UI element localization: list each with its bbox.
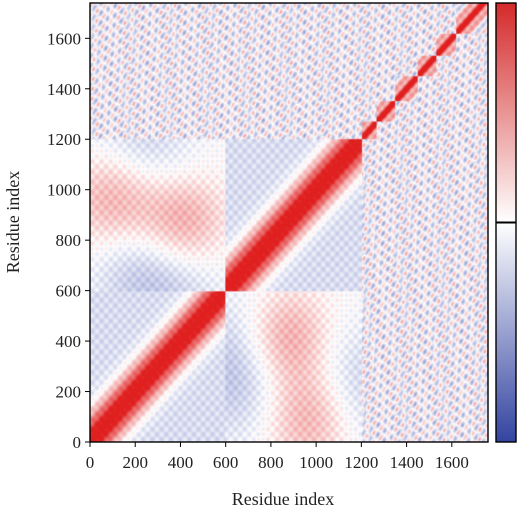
- x-tick-label: 600: [213, 453, 239, 472]
- x-tick-label: 1200: [344, 453, 378, 472]
- y-tick-label: 800: [56, 231, 82, 250]
- y-tick-label: 200: [56, 383, 82, 402]
- x-tick-label: 800: [258, 453, 284, 472]
- x-axis-title: Residue index: [232, 489, 334, 509]
- x-tick-label: 400: [168, 453, 194, 472]
- y-tick-label: 1200: [47, 130, 81, 149]
- x-tick-label: 1400: [390, 453, 424, 472]
- y-tick-label: 600: [56, 282, 82, 301]
- y-tick-label: 0: [73, 433, 82, 452]
- y-tick-label: 400: [56, 332, 82, 351]
- plot-frame: [89, 2, 489, 443]
- x-axis-ticks: 0 200 400 600 800 1000 1200 1400 1600: [86, 442, 469, 472]
- x-tick-label: 1000: [299, 453, 333, 472]
- y-axis-title: Residue index: [3, 171, 23, 273]
- y-tick-label: 1600: [47, 29, 81, 48]
- y-tick-label: 1000: [47, 181, 81, 200]
- heatmap-image: [90, 3, 488, 442]
- y-axis-ticks: 0 200 400 600 800 1000 1200 1400 1600: [47, 29, 90, 452]
- y-tick-label: 1400: [47, 80, 81, 99]
- x-tick-label: 0: [86, 453, 95, 472]
- x-tick-label: 1600: [435, 453, 469, 472]
- x-tick-label: 200: [122, 453, 148, 472]
